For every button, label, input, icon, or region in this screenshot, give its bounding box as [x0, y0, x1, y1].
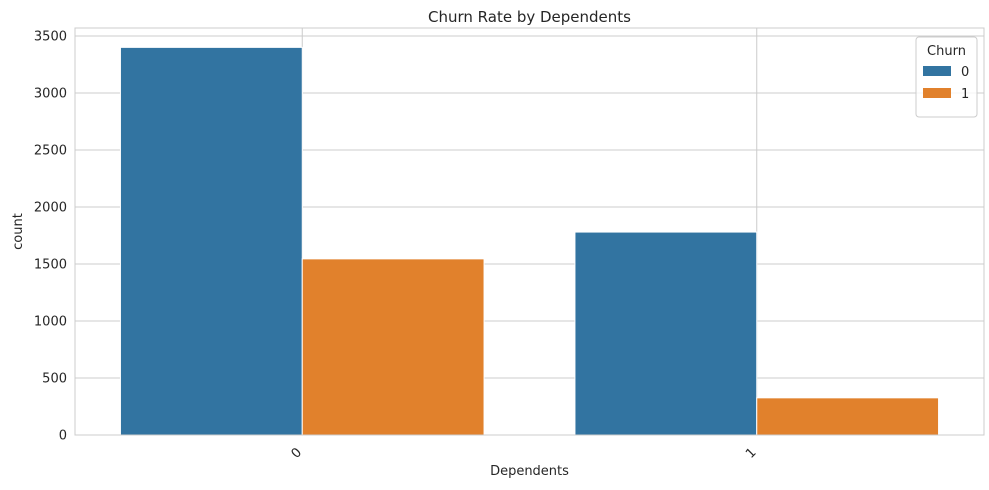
- bars: [119, 46, 940, 436]
- y-tick-label: 500: [42, 371, 67, 386]
- bar-1-churn-0: [574, 231, 758, 436]
- y-tick-label: 0: [59, 429, 67, 444]
- legend-label-0: 0: [961, 65, 969, 80]
- y-tick-labels: 0 500 1000 1500 2000 2500 3000 3500: [34, 29, 67, 443]
- legend-label-1: 1: [961, 87, 969, 102]
- bar-0-churn-1: [301, 258, 485, 436]
- legend: Churn 01: [915, 36, 978, 118]
- y-tick-label: 2000: [34, 200, 67, 215]
- bar-1-churn-1: [756, 397, 940, 436]
- y-tick-label: 3000: [34, 86, 67, 101]
- y-axis-title: count: [11, 213, 26, 250]
- bar-0-churn-0: [119, 46, 303, 436]
- x-axis-title: Dependents: [490, 464, 569, 479]
- legend-swatch-0: [923, 66, 951, 76]
- y-tick-label: 3500: [34, 29, 67, 44]
- plot-frame: [74, 27, 985, 436]
- x-tick-label: 0: [289, 445, 305, 461]
- legend-swatch-1: [923, 88, 951, 98]
- y-tick-label: 1000: [34, 314, 67, 329]
- chart-title: Churn Rate by Dependents: [428, 8, 631, 26]
- x-tick-label: 1: [743, 445, 759, 461]
- y-tick-label: 2500: [34, 143, 67, 158]
- legend-title: Churn: [927, 44, 966, 59]
- legend-items: 01: [923, 65, 969, 102]
- y-tick-label: 1500: [34, 257, 67, 272]
